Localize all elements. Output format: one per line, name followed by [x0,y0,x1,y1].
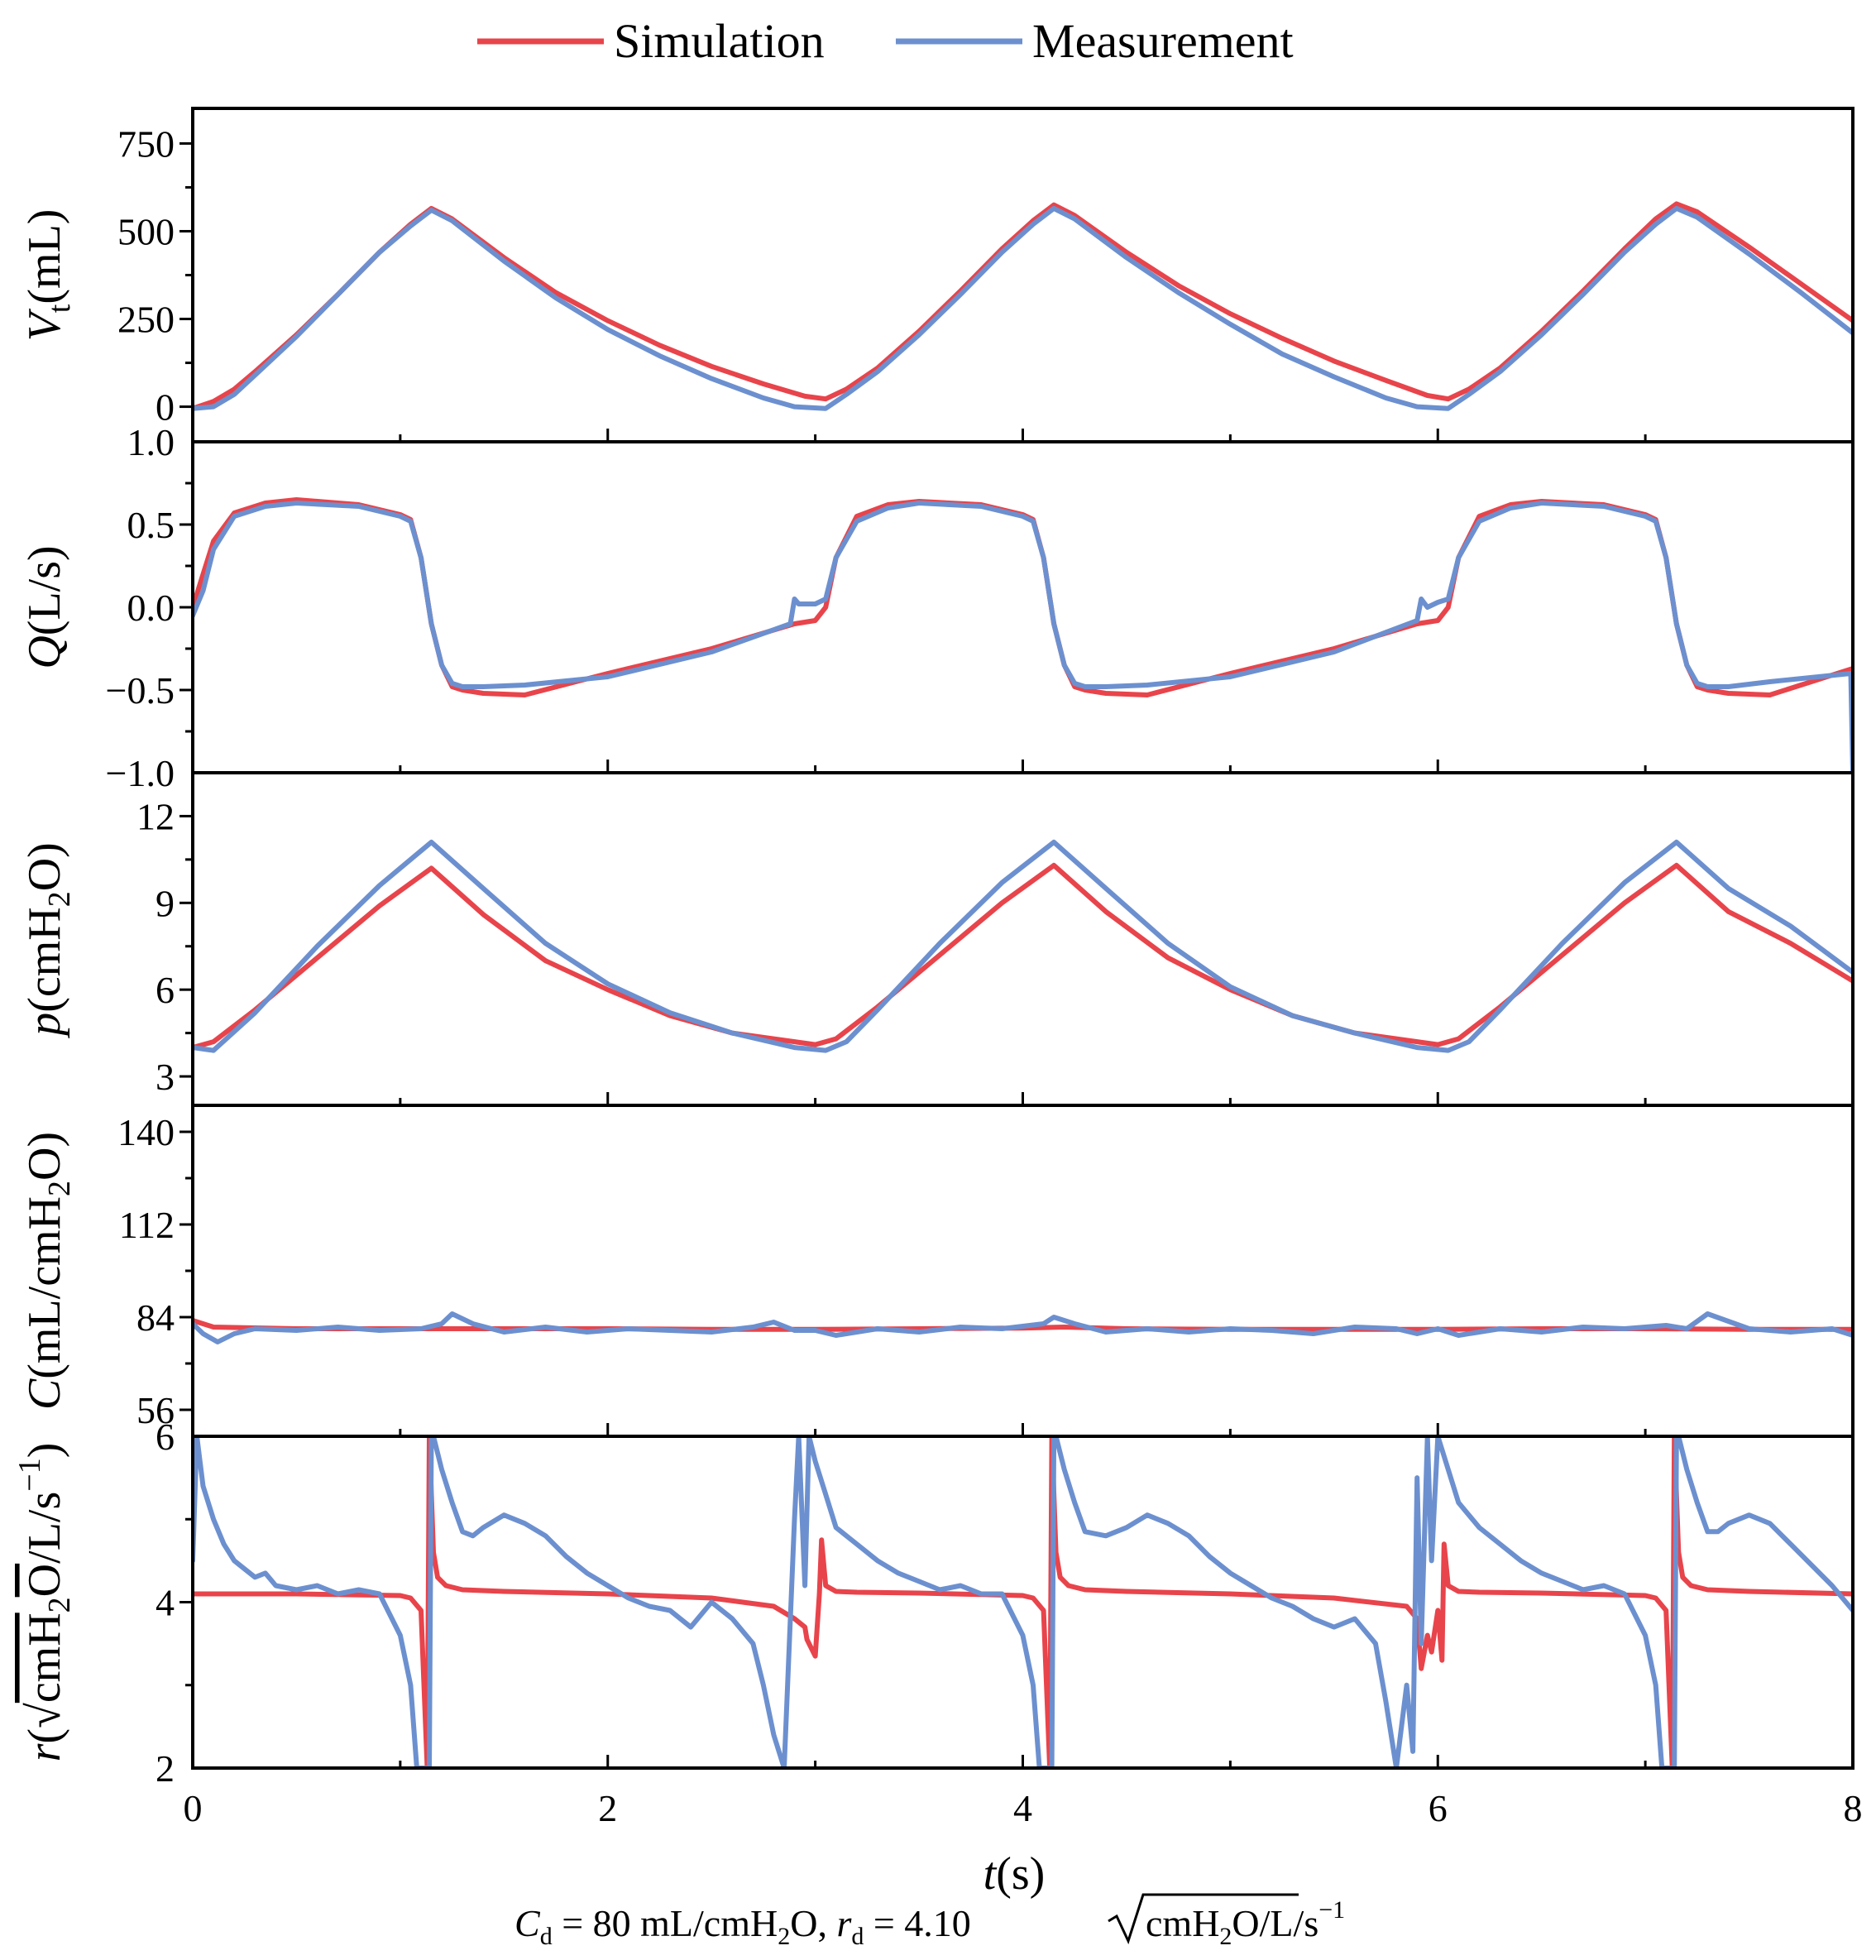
x-tick-labels: 0 2 4 6 8 [184,1787,1863,1829]
panel-Q: −1.0 −0.5 0.0 0.5 1.0 Q(L/s) [19,421,1854,794]
y-tick-label: 12 [136,795,175,837]
y-label-close: ) [19,1443,70,1459]
y-tick-label: 140 [117,1111,175,1153]
y-label-subscript: 2 [42,891,77,907]
series-measurement-C [193,1311,1853,1344]
y-tick-label: 112 [119,1204,175,1246]
x-tick-label: 2 [598,1787,617,1829]
y-label-unit: (mL) [19,209,70,304]
panel-p-frame [191,771,1854,1107]
y-tick-label: 6 [156,1416,175,1458]
panel-Q-frame [191,440,1854,774]
y-label-exponent: −1 [12,1458,47,1491]
panel-Vt-series [193,201,1853,411]
y-tick-label: 4 [156,1582,175,1624]
y-label-symbol: Q [19,635,70,669]
panel-Q-series [193,497,1853,773]
y-axis-label-p: p(cmH2O) [19,842,77,1039]
x-tick-label: 0 [184,1787,203,1829]
series-measurement-r [193,1436,1853,1768]
y-axis-label-r: r(√cmH2O/L/s−1) [12,1443,77,1762]
series-measurement-Q [193,501,1853,773]
y-tick-label: 3 [156,1056,175,1098]
caption-cd: Cd = 80 mL/cmH2O, rd = 4.10 [514,1902,971,1950]
series-simulation-p [193,862,1853,1051]
x-tick-label: 4 [1013,1787,1032,1829]
y-label-open: ( [19,1728,70,1744]
y-tick-label: 0.0 [127,587,175,629]
caption-rd-unit: cmH2O/L/s−1 [1146,1896,1345,1950]
y-tick-label: 56 [136,1389,175,1431]
panel-r-series [193,1436,1853,1768]
panel-C: 56 84 112 140 C(mL/cmH2O) [19,1104,1854,1438]
y-label-radicand: cmH [19,1613,70,1703]
y-label-symbol: C [19,1378,70,1410]
y-axis-label-C: C(mL/cmH2O) [19,1132,77,1410]
y-label-subscript: t [42,304,77,313]
y-tick-label: 1.0 [127,421,175,463]
y-tick-label: 6 [156,969,175,1011]
panel-C-series [193,1311,1853,1344]
y-label-subscript: 2 [42,1181,77,1196]
y-label-symbol: V [19,308,70,341]
y-axis-label-Vt: Vt(mL) [19,209,77,342]
series-measurement-p [193,839,1853,1053]
y-label-subscript: 2 [42,1597,77,1613]
x-tick-label: 6 [1429,1787,1448,1829]
panels: 0 250 500 750 Vt(mL) −1.0 −0.5 0.0 0.5 1.0 Q(L/s) 3… [12,107,1854,1790]
y-label-sqrt: √ [19,1703,70,1728]
y-label-unit: (mL/cmH [19,1196,70,1379]
y-label-radicand-o: O [19,1564,70,1597]
caption: Cd = 80 mL/cmH2O, rd = 4.10 cmH2O/L/s−1 [514,1893,1345,1950]
panel-C-frame [191,1104,1854,1438]
y-label-tail: O) [19,842,70,891]
legend: Simulation Measurement [477,14,1294,68]
y-tick-label: 0.5 [127,504,175,546]
legend-label-simulation: Simulation [614,14,825,68]
y-label-unit: (L/s) [19,545,70,635]
y-label-tail: O) [19,1132,70,1181]
series-measurement-Vt [193,205,1853,411]
y-tick-label: −0.5 [106,669,175,712]
y-label-unit: (cmH [19,907,70,1013]
legend-label-measurement: Measurement [1032,14,1294,68]
y-axis-label-Q: Q(L/s) [19,545,70,669]
x-tick-label: 8 [1844,1787,1863,1829]
y-tick-label: 500 [117,210,175,252]
panel-p: 3 6 9 12 p(cmH2O) [19,771,1854,1107]
y-label-symbol: p [19,1013,70,1039]
y-tick-label: 84 [136,1296,175,1339]
y-tick-label: 750 [117,122,175,165]
y-tick-label: 2 [156,1747,175,1790]
x-axis-label: t(s) [983,1848,1046,1900]
y-label-symbol: r [19,1743,70,1761]
y-tick-label: −1.0 [106,752,175,794]
y-label-tail: /L/s [19,1492,70,1564]
caption-sqrt-sign [1108,1893,1299,1945]
y-tick-label: 0 [156,386,175,429]
y-tick-label: 250 [117,299,175,341]
y-tick-label: 9 [156,882,175,924]
panel-Vt: 0 250 500 750 Vt(mL) [19,107,1854,443]
panel-p-series [193,839,1853,1053]
panel-r-frame [191,1435,1854,1770]
series-simulation-r [193,1436,1853,1768]
